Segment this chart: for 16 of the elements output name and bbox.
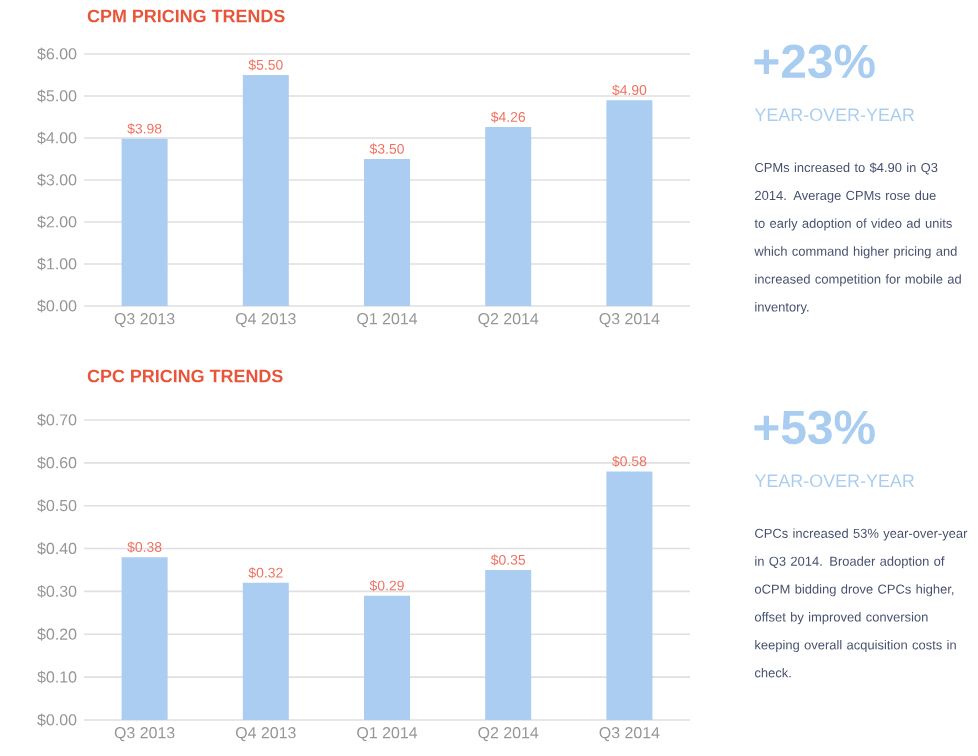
chart-title: CPM PRICING TRENDS <box>87 9 285 23</box>
bar <box>364 158 411 306</box>
bar <box>121 557 168 720</box>
bar <box>242 582 289 720</box>
text: YEAR-OVER-YEAR <box>754 474 915 488</box>
chart-title: CPC PRICING TRENDS <box>87 369 283 383</box>
text: +53% <box>754 410 875 445</box>
bar <box>485 127 532 306</box>
bar <box>606 471 653 720</box>
text: YEAR-OVER-YEAR <box>754 108 915 122</box>
bar <box>121 138 168 306</box>
bar <box>364 595 411 720</box>
bar <box>485 570 532 720</box>
bar <box>606 100 653 306</box>
bar <box>242 74 289 306</box>
text: +23% <box>754 44 875 79</box>
